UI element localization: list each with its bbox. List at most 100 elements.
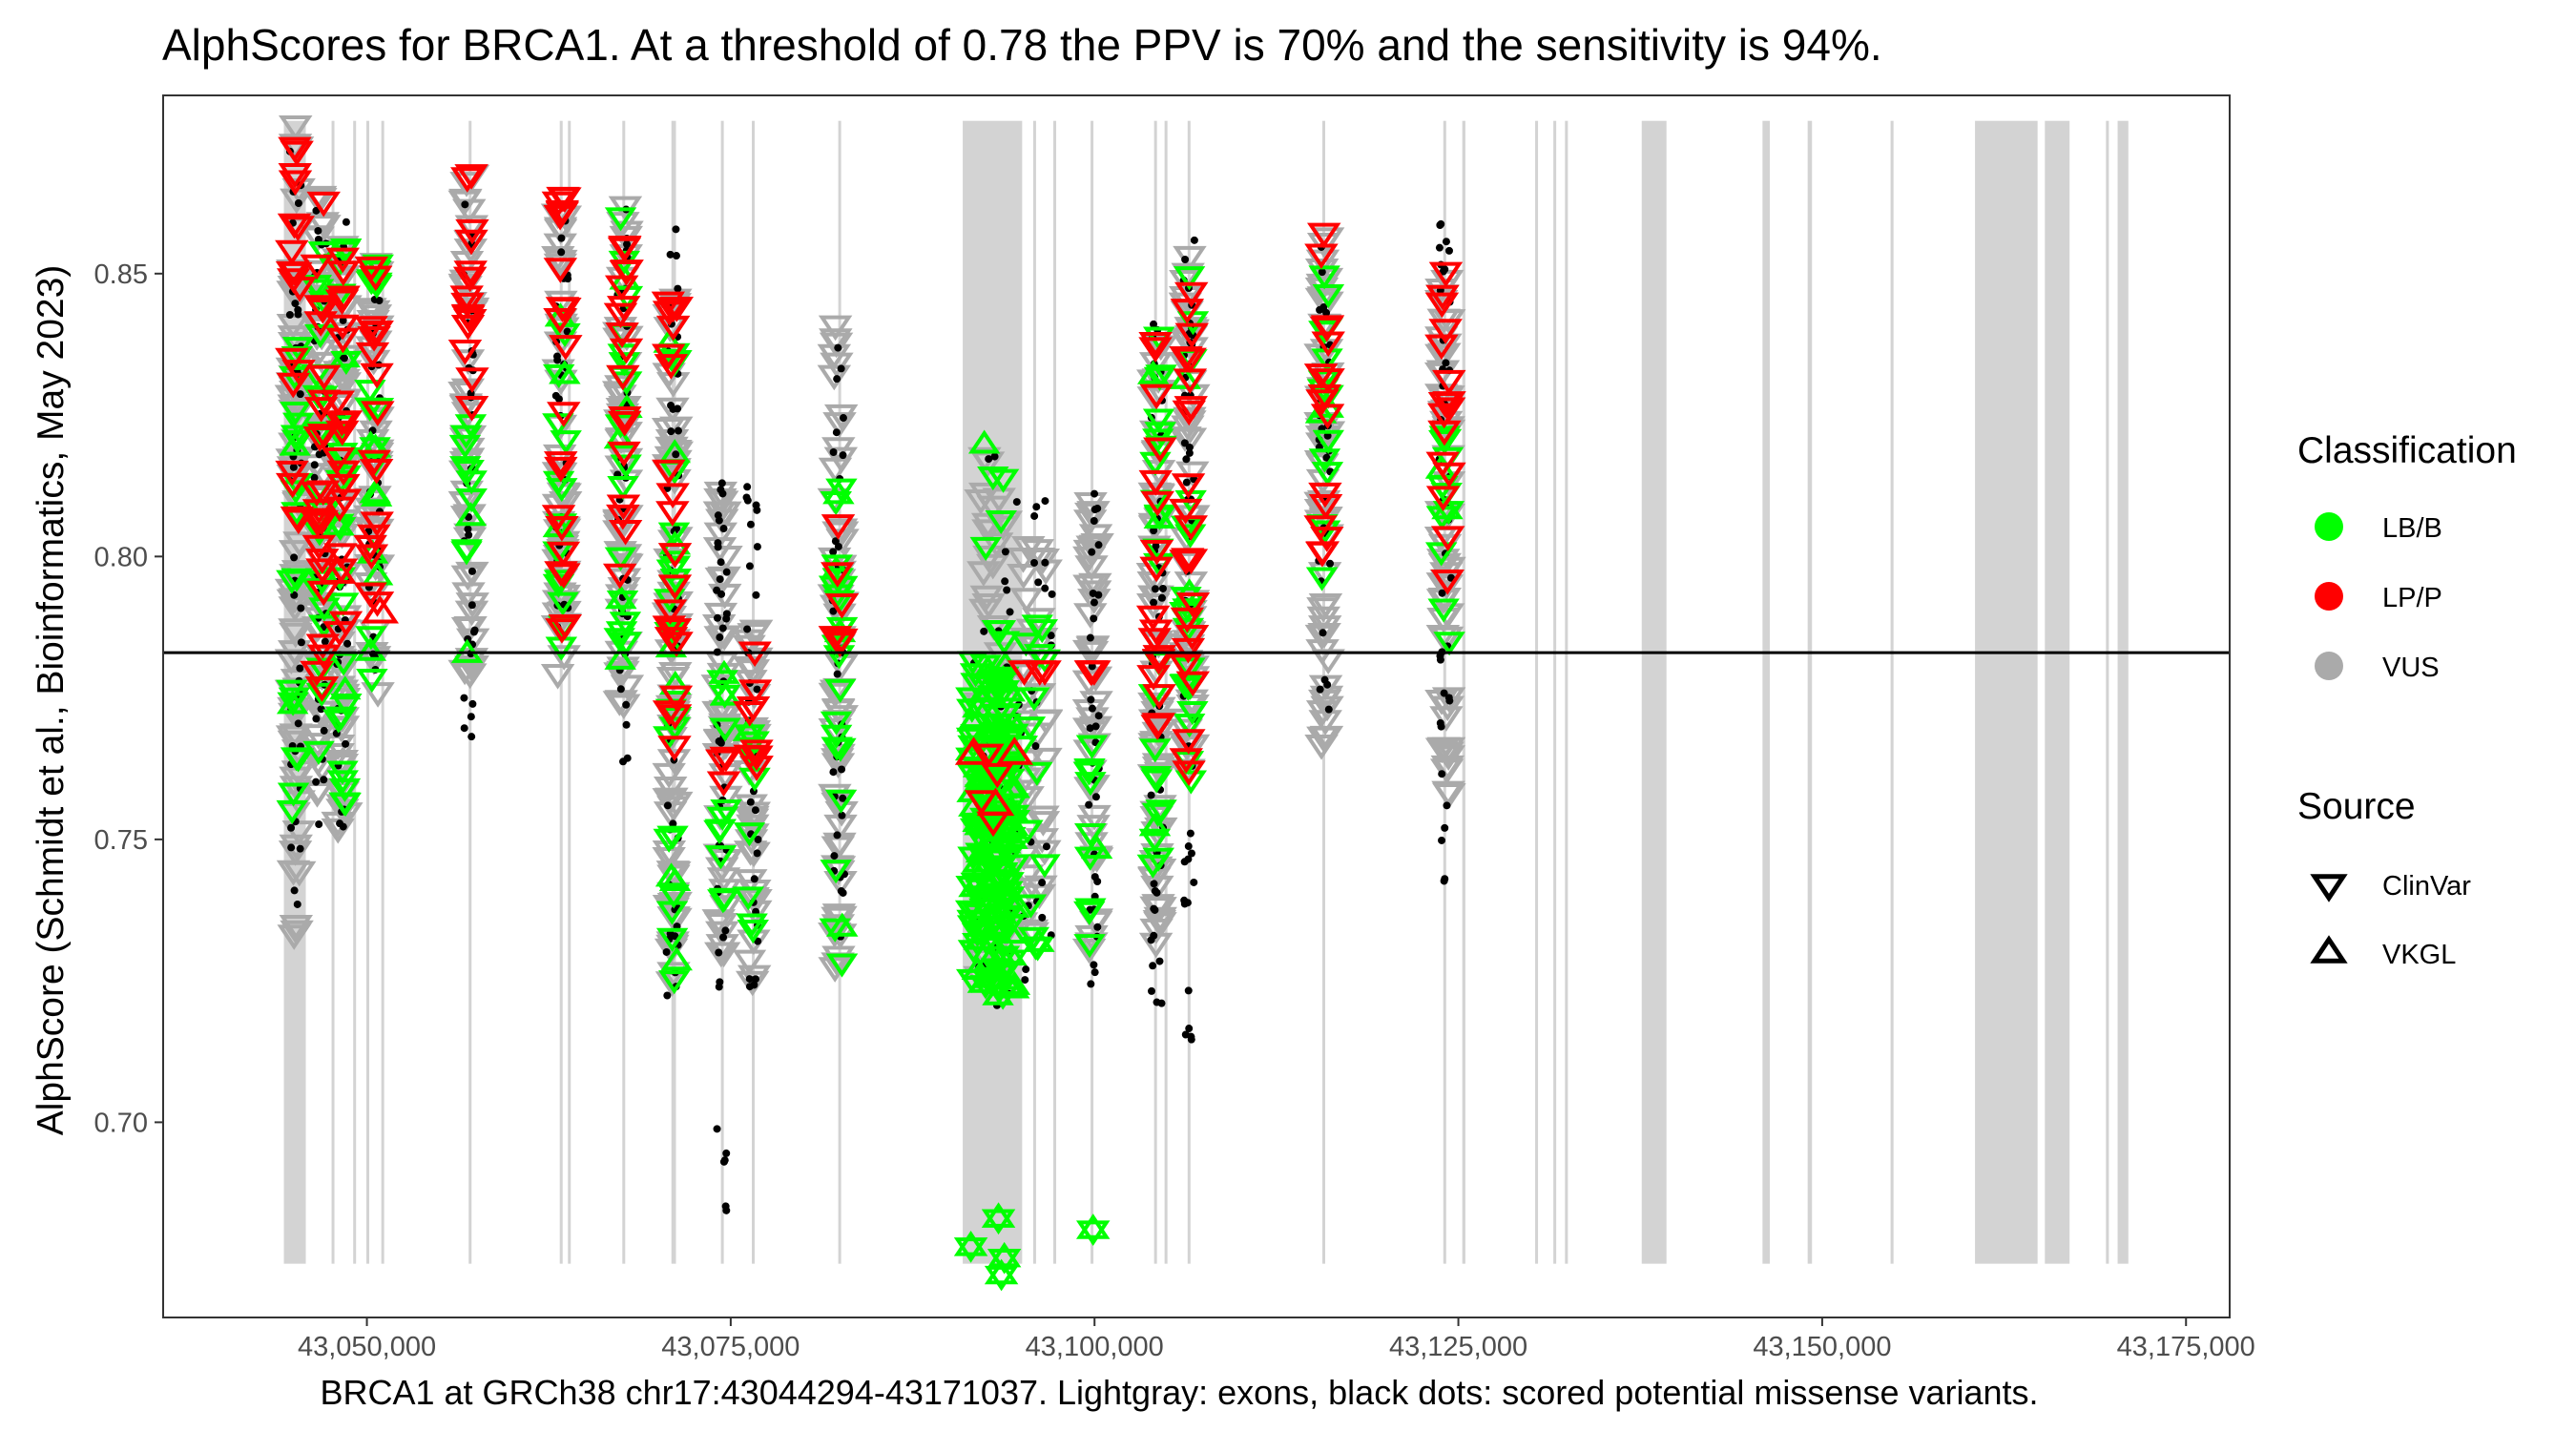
vus-marker: [1028, 840, 1062, 866]
missense-dot: [754, 835, 762, 843]
lb-marker: [454, 502, 488, 527]
lb-marker: [984, 674, 1016, 698]
missense-dot: [1187, 849, 1195, 858]
missense-dot: [1012, 498, 1021, 507]
lb-marker: [1074, 822, 1107, 848]
lb-marker: [301, 279, 335, 303]
missense-dot: [669, 404, 677, 413]
missense-dot: [1150, 320, 1158, 328]
lp-marker: [326, 285, 361, 312]
lb-marker: [1145, 364, 1177, 389]
missense-dot: [715, 948, 723, 957]
exon-band: [752, 120, 756, 1264]
missense-dot: [829, 548, 838, 556]
lb-marker: [995, 840, 1028, 864]
missense-dot: [290, 553, 299, 562]
lp-marker: [276, 268, 311, 294]
missense-dot: [460, 694, 468, 702]
lb-marker: [359, 479, 391, 504]
legend: Classification Source LB/B LP/P VUS ClinVar…: [2297, 430, 2517, 970]
missense-dot: [672, 225, 680, 234]
lb-marker: [1073, 934, 1106, 959]
missense-dot: [1435, 243, 1444, 252]
vus-marker: [608, 544, 643, 570]
lp-marker: [652, 700, 687, 726]
lb-marker: [956, 707, 988, 732]
lp-marker: [607, 410, 642, 437]
exon-band: [1164, 120, 1168, 1264]
vus-marker: [610, 220, 644, 247]
exon-band: [1462, 120, 1465, 1264]
missense-dot: [1438, 770, 1446, 778]
lb-marker: [983, 924, 1015, 950]
vus-marker: [702, 537, 737, 563]
lp-marker: [739, 739, 774, 766]
lp-marker: [306, 191, 341, 218]
missense-dot: [623, 754, 632, 762]
lp-marker: [1172, 729, 1206, 755]
missense-dot: [342, 739, 350, 748]
vus-marker: [1072, 574, 1107, 601]
lb-marker: [277, 782, 310, 807]
lb-marker: [1424, 542, 1458, 567]
lb-marker: [989, 713, 1022, 737]
lp-marker: [453, 260, 488, 286]
lp-marker: [1174, 322, 1209, 349]
missense-dot: [1150, 880, 1158, 888]
missense-dot: [1094, 591, 1103, 599]
missense-dot: [985, 455, 993, 464]
lp-marker: [306, 644, 342, 671]
missense-dot: [1031, 742, 1040, 751]
lb-marker: [603, 425, 636, 449]
missense-dot: [722, 614, 731, 623]
missense-dot: [315, 819, 323, 828]
lp-marker: [549, 335, 583, 361]
lb-marker: [966, 698, 1000, 723]
vus-marker: [277, 924, 311, 950]
missense-dot: [1047, 632, 1055, 640]
lp-marker: [821, 562, 855, 588]
lp-marker: [602, 563, 637, 590]
lp-marker: [1174, 396, 1208, 422]
vus-marker: [819, 332, 854, 359]
vus-marker: [980, 532, 1014, 558]
missense-dot: [293, 900, 301, 908]
lb-marker: [1173, 266, 1206, 291]
lb-marker: [356, 669, 388, 694]
lb-marker: [996, 949, 1028, 974]
lb-marker: [658, 716, 692, 741]
lb-marker: [961, 848, 994, 873]
missense-dot: [551, 391, 560, 400]
lp-marker: [454, 164, 488, 190]
vus-marker: [453, 655, 488, 681]
x-axis-label: BRCA1 at GRCh38 chr17:43044294-43171037.…: [320, 1373, 2038, 1412]
lp-marker: [737, 679, 773, 706]
lp-marker: [354, 544, 389, 570]
lp-marker: [361, 594, 400, 624]
vus-marker: [1009, 588, 1044, 613]
lb-marker: [708, 684, 741, 709]
lb-marker: [1304, 399, 1338, 424]
vus-marker: [817, 364, 852, 391]
missense-dot: [317, 705, 325, 714]
missense-dot: [829, 607, 838, 615]
lp-marker: [301, 534, 337, 561]
lp-marker: [709, 746, 743, 773]
lp-marker: [454, 229, 488, 256]
missense-dot: [1150, 527, 1158, 535]
lb-marker: [994, 920, 1028, 944]
lb-marker: [1144, 422, 1176, 446]
lb-marker: [1074, 898, 1107, 923]
legend-key-lp-p: [2315, 582, 2343, 611]
lb-marker: [654, 633, 688, 658]
lb-marker: [1142, 408, 1175, 433]
exon-band: [1807, 120, 1813, 1264]
missense-dot: [467, 601, 476, 610]
lb-marker: [281, 429, 314, 454]
missense-dot: [343, 639, 352, 648]
lb-marker: [354, 380, 386, 404]
lb-marker: [981, 1202, 1016, 1228]
vus-marker: [1311, 649, 1345, 675]
missense-dot: [339, 822, 347, 831]
y-tick-label: 0.70: [94, 1108, 148, 1138]
